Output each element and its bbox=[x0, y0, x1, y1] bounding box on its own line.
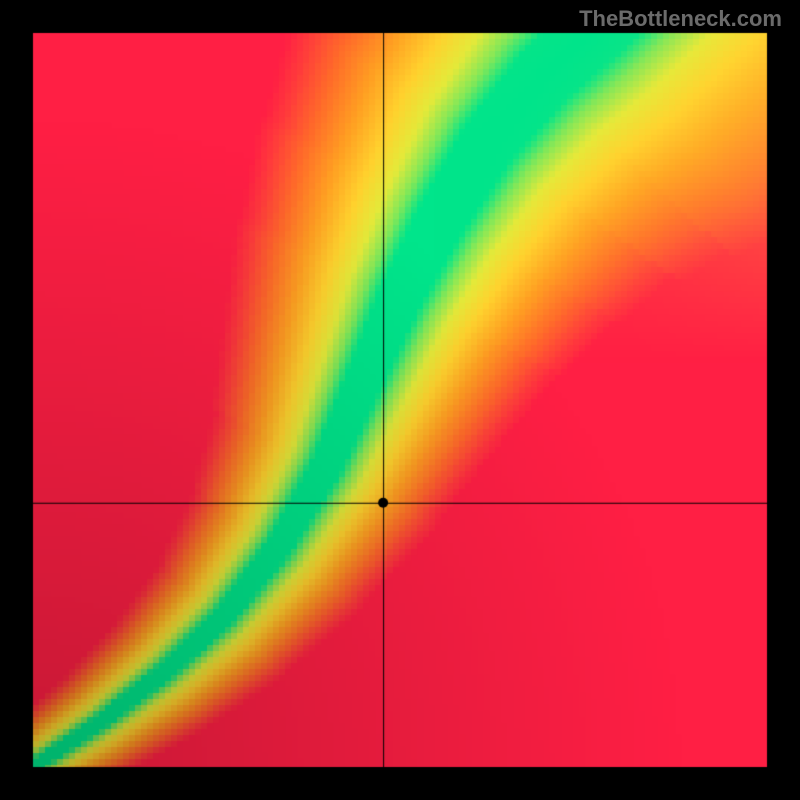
watermark-text: TheBottleneck.com bbox=[579, 6, 782, 32]
bottleneck-heatmap bbox=[0, 0, 800, 800]
